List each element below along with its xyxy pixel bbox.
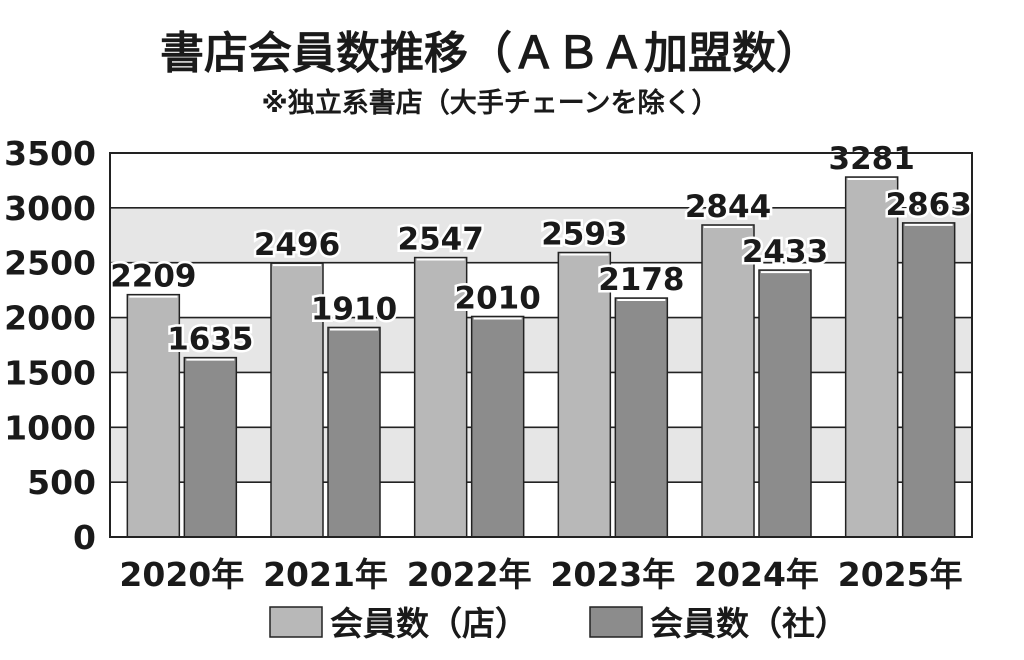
plot-band <box>110 153 972 208</box>
x-axis-ticks: 2020年 2021年 2022年 2023年 2024年 2025年 <box>119 555 962 594</box>
data-label: 1910 <box>311 291 397 327</box>
plot-background <box>110 153 972 537</box>
y-tick-label: 2000 <box>4 299 96 338</box>
chart-title: 書店会員数推移（ＡＢＡ加盟数） <box>160 28 820 79</box>
x-tick-label: 2023年 <box>550 555 675 594</box>
plot-band <box>110 372 972 428</box>
x-tick-label: 2020年 <box>119 555 244 594</box>
data-label: 2433 <box>742 234 828 270</box>
bar-company <box>327 326 381 538</box>
plot-band <box>110 482 972 537</box>
plot-band <box>110 207 972 263</box>
x-tick-label: 2024年 <box>694 555 819 594</box>
bar-store <box>557 251 612 538</box>
data-label: 2010 <box>455 280 541 316</box>
bar-company <box>183 356 238 538</box>
plot-band <box>110 262 972 318</box>
x-tick-label: 2022年 <box>407 555 532 594</box>
bar-store <box>413 256 468 538</box>
legend-label: 会員数（社） <box>650 604 848 643</box>
data-label: 1635 <box>167 322 253 358</box>
data-label: 2844 <box>685 189 771 225</box>
bar-company <box>470 315 525 538</box>
data-label: 2593 <box>541 217 627 253</box>
y-axis-ticks: 0 500 1000 1500 2000 2500 3000 3500 <box>4 134 96 557</box>
data-label: 2547 <box>398 222 484 258</box>
y-tick-label: 500 <box>27 463 96 502</box>
data-label: 2209 <box>110 259 196 295</box>
y-tick-label: 2500 <box>4 244 96 283</box>
plot-band <box>110 427 972 483</box>
bar-store <box>270 262 324 538</box>
bar-store <box>126 293 181 538</box>
legend-swatch <box>269 606 323 638</box>
data-label: 2496 <box>254 227 340 263</box>
chart-subtitle: ※独立系書店（大手チェーンを除く） <box>262 87 719 119</box>
y-tick-label: 1000 <box>4 408 96 447</box>
bar-company <box>614 297 669 538</box>
x-tick-label: 2025年 <box>838 555 963 594</box>
bars <box>126 176 956 538</box>
y-tick-label: 1500 <box>4 353 96 392</box>
legend-swatch <box>589 606 643 638</box>
bar-store <box>701 224 755 538</box>
data-label: 2178 <box>598 262 684 298</box>
legend-label: 会員数（店） <box>330 604 528 643</box>
y-tick-label: 0 <box>73 518 96 557</box>
plot-band <box>110 317 972 373</box>
bar-company <box>758 269 812 538</box>
y-tick-label: 3000 <box>4 189 96 228</box>
bar-store <box>844 176 899 538</box>
data-label: 3281 <box>829 141 915 177</box>
bar-company <box>901 222 956 538</box>
legend: 会員数（店） 会員数（社） <box>269 604 848 643</box>
data-label: 2863 <box>886 187 972 223</box>
plot-frame <box>109 152 973 538</box>
x-tick-label: 2021年 <box>263 555 388 594</box>
y-tick-label: 3500 <box>4 134 96 173</box>
